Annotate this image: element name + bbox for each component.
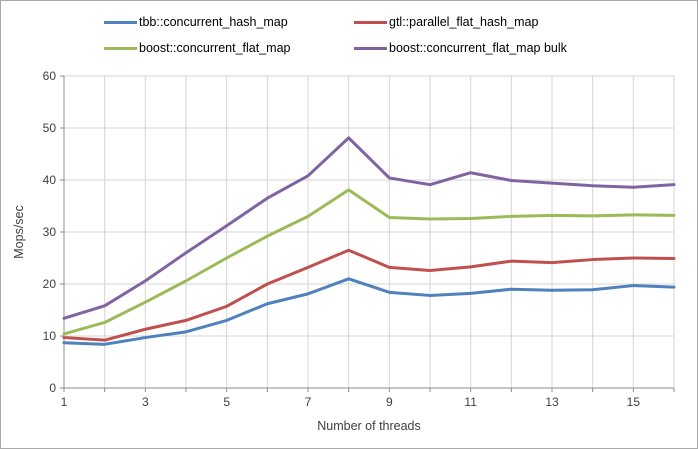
legend-item-boost-concurrent-flat-map-bulk: boost::concurrent_flat_map bulk: [354, 37, 567, 59]
series-line-gtl-parallel-flat-hash-map: [62, 248, 676, 342]
series-line-tbb-concurrent-hash-map: [62, 277, 676, 346]
legend-item-tbb-concurrent-hash-map: tbb::concurrent_hash_map: [104, 11, 354, 33]
svg-text:60: 60: [43, 69, 57, 83]
svg-text:30: 30: [43, 225, 57, 239]
svg-text:20: 20: [43, 277, 57, 291]
svg-text:5: 5: [223, 395, 230, 409]
svg-text:11: 11: [464, 395, 477, 409]
svg-text:40: 40: [43, 173, 57, 187]
svg-text:0: 0: [49, 381, 56, 395]
series-line-boost-concurrent-flat-map-bulk: [62, 136, 676, 320]
series-line-boost-concurrent-flat-map: [62, 188, 676, 336]
legend: tbb::concurrent_hash_map gtl::parallel_f…: [104, 11, 567, 59]
svg-text:7: 7: [305, 395, 312, 409]
svg-text:15: 15: [627, 395, 641, 409]
svg-text:Number of threads: Number of threads: [317, 419, 421, 433]
legend-label: tbb::concurrent_hash_map: [139, 15, 288, 29]
legend-label: gtl::parallel_flat_hash_map: [389, 15, 539, 29]
legend-label: boost::concurrent_flat_map: [139, 41, 291, 55]
svg-text:3: 3: [142, 395, 149, 409]
svg-text:13: 13: [545, 395, 559, 409]
legend-item-gtl-parallel-flat-hash-map: gtl::parallel_flat_hash_map: [354, 11, 567, 33]
svg-text:Mops/sec: Mops/sec: [12, 205, 26, 259]
legend-label: boost::concurrent_flat_map bulk: [389, 41, 567, 55]
svg-text:1: 1: [61, 395, 68, 409]
legend-line-swatch-blue: [104, 20, 137, 24]
svg-text:10: 10: [43, 329, 57, 343]
svg-text:50: 50: [43, 121, 57, 135]
legend-line-swatch-green: [104, 46, 137, 50]
legend-item-boost-concurrent-flat-map: boost::concurrent_flat_map: [104, 37, 354, 59]
svg-text:9: 9: [386, 395, 393, 409]
legend-line-swatch-red: [354, 20, 387, 24]
legend-line-swatch-purple: [354, 46, 387, 50]
